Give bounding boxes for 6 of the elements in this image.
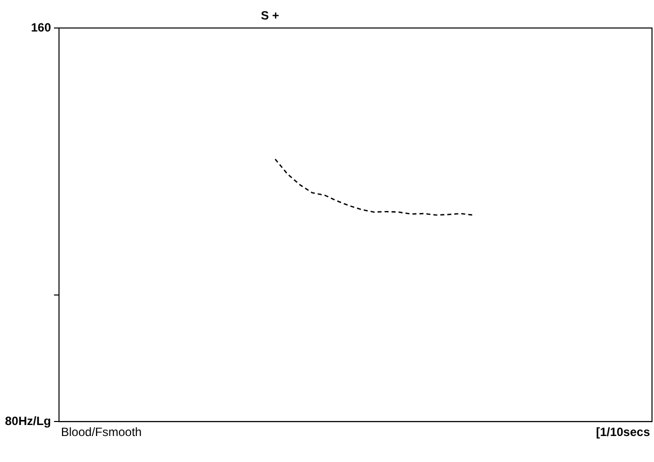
text: Blood/Fsmooth [61, 424, 142, 439]
y-tick-label: 80Hz/Lg [4, 414, 52, 428]
y-tick-label: 160 [30, 20, 52, 34]
line-series [274, 158, 474, 216]
x-axis-title: [1/10secs [596, 424, 650, 439]
text: S + [260, 8, 280, 22]
